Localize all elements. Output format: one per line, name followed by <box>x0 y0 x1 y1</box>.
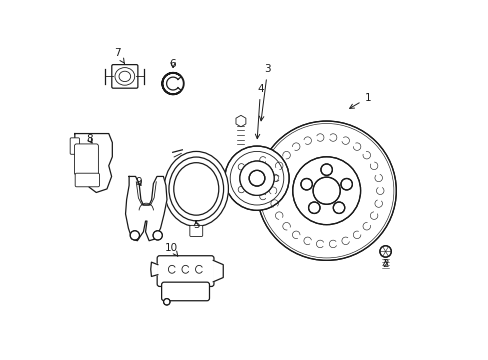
FancyBboxPatch shape <box>212 168 223 188</box>
FancyBboxPatch shape <box>162 282 209 301</box>
Circle shape <box>320 164 332 175</box>
Circle shape <box>153 231 162 240</box>
Ellipse shape <box>173 163 218 215</box>
Circle shape <box>300 179 312 190</box>
Text: 6: 6 <box>169 59 176 69</box>
Circle shape <box>163 298 170 305</box>
Polygon shape <box>150 262 158 276</box>
FancyBboxPatch shape <box>112 64 138 88</box>
Circle shape <box>257 121 395 260</box>
Circle shape <box>248 170 264 186</box>
Text: 10: 10 <box>164 243 178 256</box>
Polygon shape <box>213 260 223 282</box>
Text: 9: 9 <box>136 177 142 187</box>
FancyBboxPatch shape <box>157 256 214 287</box>
Text: 8: 8 <box>85 134 92 144</box>
Circle shape <box>292 157 360 225</box>
Ellipse shape <box>164 152 228 226</box>
Circle shape <box>340 179 352 190</box>
Text: 5: 5 <box>193 220 199 230</box>
Circle shape <box>224 146 288 210</box>
FancyBboxPatch shape <box>189 225 203 237</box>
Text: 1: 1 <box>349 93 370 108</box>
Text: 2: 2 <box>382 259 388 269</box>
Circle shape <box>130 231 139 240</box>
FancyBboxPatch shape <box>75 173 99 187</box>
Ellipse shape <box>168 157 223 221</box>
Polygon shape <box>125 176 166 241</box>
Text: 3: 3 <box>259 64 270 121</box>
Text: 4: 4 <box>255 84 264 139</box>
Circle shape <box>379 246 390 257</box>
Polygon shape <box>75 134 112 193</box>
Circle shape <box>333 202 344 213</box>
FancyBboxPatch shape <box>74 144 98 175</box>
Circle shape <box>308 202 319 213</box>
Circle shape <box>312 177 340 204</box>
Circle shape <box>240 161 274 195</box>
FancyBboxPatch shape <box>70 138 80 154</box>
Text: 7: 7 <box>114 48 124 63</box>
